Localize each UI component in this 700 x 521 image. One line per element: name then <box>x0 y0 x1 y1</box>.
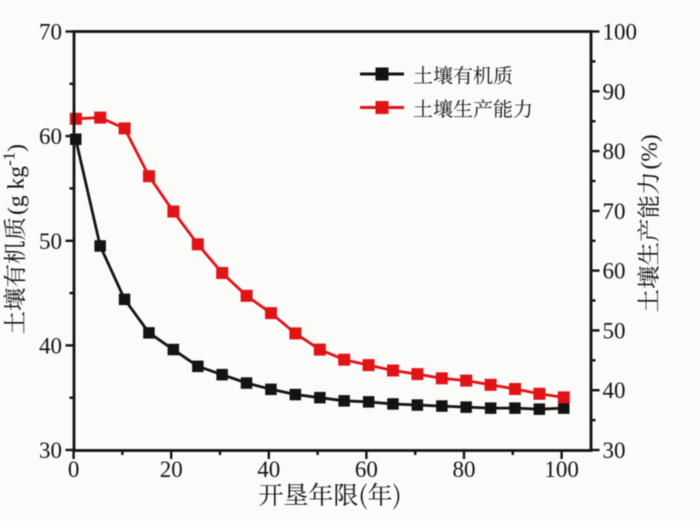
svg-text:30: 30 <box>603 438 626 463</box>
svg-text:40: 40 <box>603 378 626 403</box>
svg-text:50: 50 <box>39 229 62 254</box>
svg-text:100: 100 <box>544 457 579 482</box>
svg-text:60: 60 <box>355 457 378 482</box>
svg-text:60: 60 <box>603 259 626 284</box>
svg-text:70: 70 <box>39 20 62 45</box>
svg-text:50: 50 <box>603 318 626 343</box>
svg-text:(g kg-1): (g kg-1) <box>0 144 29 215</box>
svg-text:90: 90 <box>603 79 626 104</box>
svg-text:30: 30 <box>39 438 62 463</box>
svg-text:100: 100 <box>603 20 638 45</box>
svg-text:40: 40 <box>39 333 62 358</box>
svg-text:(%): (%) <box>637 134 663 169</box>
svg-text:80: 80 <box>603 139 626 164</box>
svg-text:70: 70 <box>603 199 626 224</box>
svg-text:0: 0 <box>68 457 80 482</box>
svg-text:20: 20 <box>160 457 183 482</box>
svg-text:60: 60 <box>39 124 62 149</box>
svg-text:40: 40 <box>257 457 280 482</box>
svg-text:80: 80 <box>453 457 476 482</box>
